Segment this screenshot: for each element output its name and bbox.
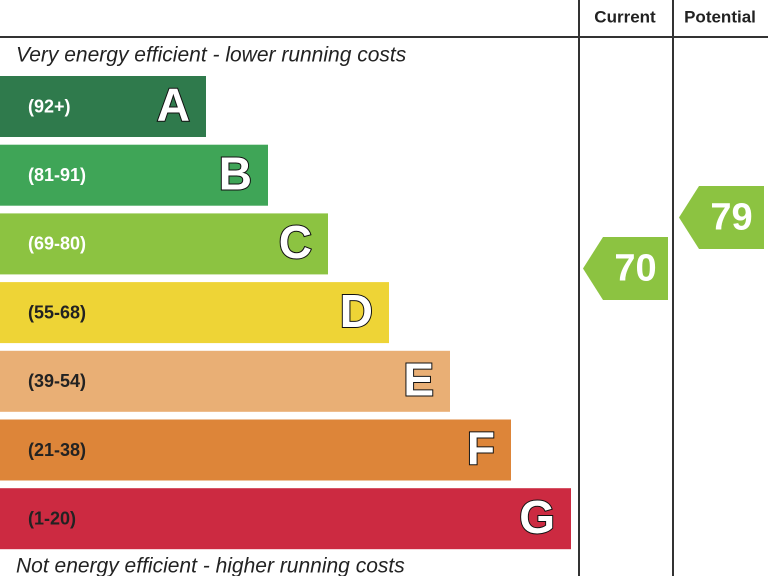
top-note: Very energy efficient - lower running co… bbox=[16, 44, 407, 67]
band-range: (55-68) bbox=[28, 302, 86, 322]
band-bar bbox=[0, 419, 511, 481]
band-letter: A bbox=[157, 79, 190, 131]
current-arrow bbox=[583, 237, 668, 300]
band-bar bbox=[0, 144, 268, 206]
current-rating: 70 bbox=[614, 248, 656, 290]
band-range: (21-38) bbox=[28, 440, 86, 460]
band-bar bbox=[0, 76, 206, 137]
band-range: (92+) bbox=[28, 96, 71, 116]
band-bar bbox=[0, 488, 571, 550]
band-letter: B bbox=[219, 147, 252, 199]
potential-arrow bbox=[679, 186, 764, 249]
band-letter: C bbox=[279, 216, 312, 268]
potential-rating: 79 bbox=[710, 197, 752, 239]
band-range: (1-20) bbox=[28, 508, 76, 528]
band-bar bbox=[0, 282, 389, 344]
band-letter: G bbox=[519, 491, 555, 543]
band-range: (69-80) bbox=[28, 234, 86, 254]
band-range: (39-54) bbox=[28, 371, 86, 391]
bottom-note: Not energy efficient - higher running co… bbox=[16, 555, 405, 576]
band-bar bbox=[0, 213, 328, 275]
band-bar bbox=[0, 350, 450, 412]
band-letter: D bbox=[340, 285, 373, 337]
potential-header: Potential bbox=[684, 7, 756, 26]
band-range: (81-91) bbox=[28, 165, 86, 185]
band-letter: F bbox=[467, 422, 495, 474]
band-letter: E bbox=[403, 353, 434, 405]
current-header: Current bbox=[594, 7, 656, 26]
